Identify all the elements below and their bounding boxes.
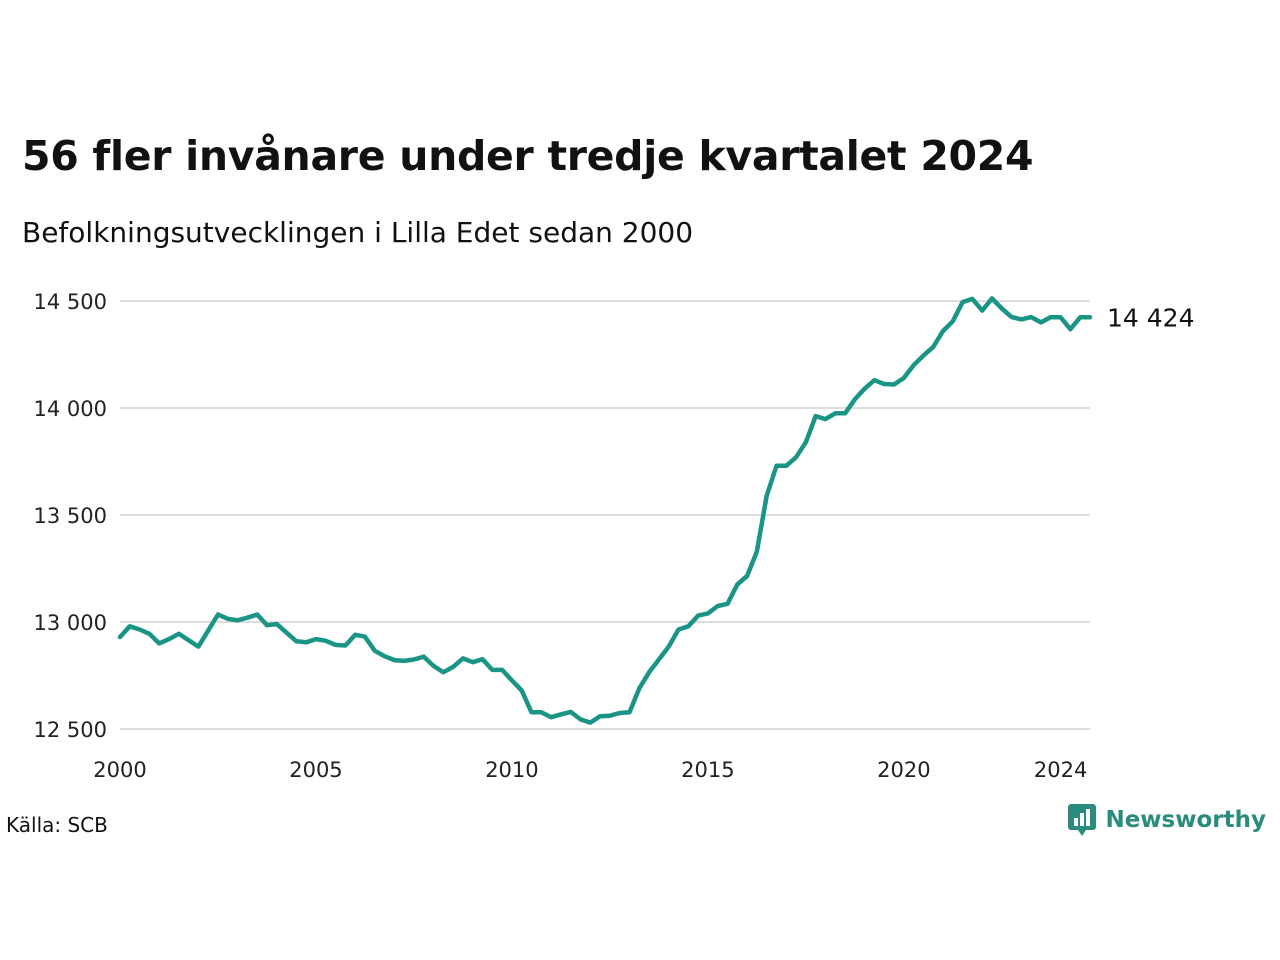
x-tick-label: 2015 — [681, 758, 734, 782]
brand-name: Newsworthy — [1105, 807, 1266, 833]
newsworthy-logo-icon — [1068, 804, 1097, 836]
x-tick-label: 2020 — [877, 758, 930, 782]
brand: Newsworthy — [1067, 803, 1266, 837]
x-tick-label: 2000 — [93, 758, 146, 782]
end-value-label: 14 424 — [1107, 303, 1194, 332]
population-series-line — [117, 296, 1093, 725]
y-tick-label: 14 000 — [34, 397, 107, 421]
y-tick-label: 13 500 — [34, 504, 107, 528]
y-tick-label: 14 500 — [34, 290, 107, 314]
x-tick-label: 2024 — [1034, 758, 1087, 782]
y-tick-label: 12 500 — [34, 718, 107, 742]
y-tick-label: 13 000 — [34, 611, 107, 635]
chart-subtitle: Befolkningsutvecklingen i Lilla Edet sed… — [22, 216, 694, 249]
source-note: Källa: SCB — [6, 813, 108, 837]
x-tick-label: 2010 — [485, 758, 538, 782]
x-tick-label: 2005 — [289, 758, 342, 782]
chart-title: 56 fler invånare under tredje kvartalet … — [22, 132, 1034, 180]
